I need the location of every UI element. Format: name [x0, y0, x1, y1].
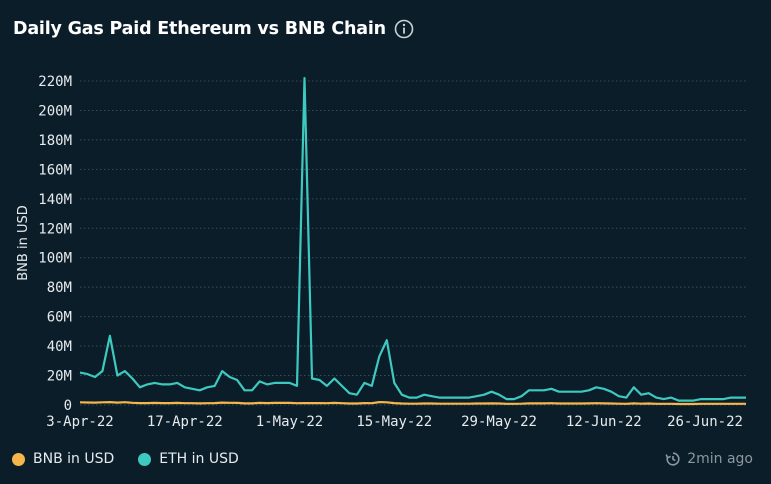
y-tick-label: 80M — [47, 280, 72, 296]
last-updated-label: 2min ago — [687, 451, 753, 467]
x-tick-label: 29-May-22 — [461, 414, 537, 430]
y-axis-label: BNB in USD — [16, 205, 31, 280]
y-tick-label: 0 — [64, 398, 72, 414]
eth-legend-label: ETH in USD — [159, 451, 239, 467]
x-tick-label: 12-Jun-22 — [566, 414, 642, 430]
y-tick-label: 220M — [38, 74, 72, 90]
info-icon[interactable] — [394, 19, 414, 39]
y-tick-label: 100M — [38, 251, 72, 267]
line-chart: 0 20M 40M 60M 80M 100M 120M 140M 160M 180M 200M 220… — [16, 74, 746, 430]
y-tick-label: 140M — [38, 192, 72, 208]
y-tick-label: 160M — [38, 162, 72, 178]
x-tick-label: 1-May-22 — [256, 414, 323, 430]
x-tick-label: 15-May-22 — [356, 414, 432, 430]
last-updated[interactable]: 2min ago — [665, 451, 753, 467]
y-tick-label: 120M — [38, 221, 72, 237]
bnb-series-line — [79, 401, 746, 406]
grid-lines — [80, 80, 746, 406]
eth-series-line — [79, 77, 746, 402]
bnb-legend-label: BNB in USD — [33, 451, 115, 467]
legend-item-eth[interactable]: ETH in USD — [138, 451, 239, 467]
y-axis-ticks: 0 20M 40M 60M 80M 100M 120M 140M 160M 180M 200M 220… — [38, 74, 72, 414]
y-tick-label: 200M — [38, 103, 72, 119]
eth-legend-swatch — [138, 452, 152, 466]
x-tick-label: 3-Apr-22 — [46, 414, 113, 430]
chart-header: Daily Gas Paid Ethereum vs BNB Chain — [13, 19, 414, 39]
x-tick-label: 26-Jun-22 — [667, 414, 743, 430]
bnb-legend-swatch — [12, 452, 25, 466]
clock-refresh-icon — [665, 451, 681, 467]
legend-item-bnb[interactable]: BNB in USD — [12, 451, 114, 467]
y-tick-label: 40M — [47, 339, 72, 355]
y-tick-label: 20M — [47, 369, 72, 385]
chart-title: Daily Gas Paid Ethereum vs BNB Chain — [13, 19, 386, 39]
x-tick-label: 17-Apr-22 — [147, 414, 223, 430]
y-tick-label: 180M — [38, 133, 72, 149]
x-axis-ticks: 3-Apr-22 17-Apr-22 1-May-22 15-May-22 29-May… — [46, 414, 743, 430]
chart-legend: BNB in USD ETH in USD — [12, 451, 239, 467]
y-tick-label: 60M — [47, 310, 72, 326]
